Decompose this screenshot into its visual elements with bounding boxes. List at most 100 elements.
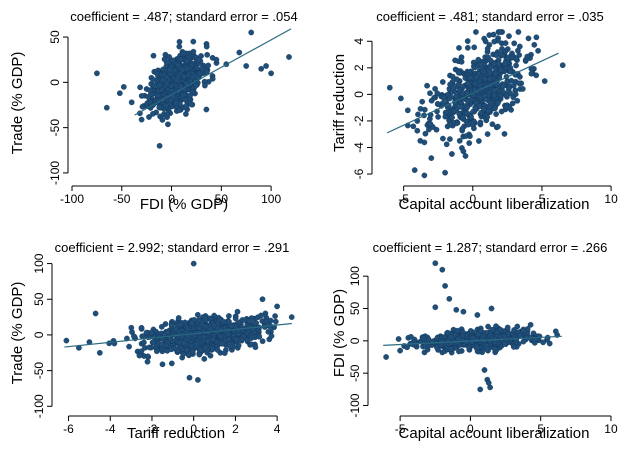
scatter-point: [404, 107, 411, 114]
scatter-point: [202, 82, 208, 89]
scatter-point: [176, 38, 183, 45]
scatter-point: [457, 87, 463, 94]
scatter-point: [258, 65, 265, 72]
scatter-point: [226, 313, 232, 319]
scatter-point: [464, 110, 471, 117]
scatter-point: [465, 80, 471, 87]
scatter-point: [193, 341, 200, 348]
y-tick-label: 100: [348, 266, 362, 286]
scatter-point: [476, 103, 483, 109]
scatter-point: [194, 311, 201, 318]
scatter-point: [408, 333, 414, 340]
scatter-point: [487, 338, 493, 344]
scatter-point: [485, 54, 492, 61]
scatter-point: [428, 97, 435, 104]
scatter-point: [463, 133, 469, 139]
x-tick-label: -6: [63, 422, 74, 436]
scatter-point: [138, 324, 145, 331]
y-tick-label: -100: [48, 161, 62, 185]
scatter-point: [227, 343, 233, 350]
x-tick-label: 5: [537, 422, 544, 436]
marks: [386, 29, 566, 179]
scatter-point: [433, 126, 440, 133]
scatter-point: [424, 82, 430, 89]
scatter-point: [455, 81, 462, 88]
scatter-point: [442, 169, 448, 176]
panel-tariff-vs-capital: coefficient = .481; standard error = .03…: [331, 9, 618, 213]
scatter-point: [106, 340, 113, 347]
scatter-point: [272, 313, 278, 319]
scatter-point: [502, 60, 508, 67]
scatter-point: [519, 86, 526, 92]
panel-trade-vs-fdi: coefficient = .487; standard error = .05…: [9, 9, 298, 213]
x-tick-label: 0: [467, 422, 474, 436]
y-axis-label: Trade (% GDP): [9, 282, 26, 385]
y-tick-label: 0: [352, 91, 366, 98]
y-tick-label: 0: [48, 79, 62, 86]
scatter-point: [448, 340, 455, 346]
scatter-point: [173, 100, 179, 106]
scatter-point: [256, 333, 263, 340]
scatter-point: [501, 131, 508, 137]
scatter-point: [189, 348, 196, 355]
scatter-point: [477, 119, 484, 126]
y-tick-label: 50: [48, 30, 62, 44]
scatter-point: [498, 108, 505, 115]
scatter-point: [513, 55, 519, 62]
y-tick-label: 0: [348, 337, 362, 344]
scatter-point: [481, 367, 488, 373]
scatter-point: [143, 329, 150, 336]
scatter-point: [453, 93, 459, 100]
scatter-point: [163, 80, 170, 87]
scatter-point: [491, 92, 498, 99]
panel-title: coefficient = 2.992; standard error = .2…: [55, 240, 290, 255]
scatter-point: [435, 114, 441, 120]
scatter-point: [434, 101, 441, 107]
scatter-point: [454, 327, 461, 334]
scatter-point: [513, 336, 520, 343]
scatter-point: [177, 321, 184, 328]
scatter-point: [144, 353, 151, 360]
scatter-point: [421, 172, 428, 179]
scatter-point: [126, 343, 132, 350]
scatter-point: [467, 74, 473, 81]
scatter-point: [190, 38, 197, 45]
scatter-point: [492, 70, 499, 77]
scatter-point: [410, 123, 417, 130]
fit-line: [64, 322, 292, 348]
scatter-point: [147, 98, 153, 105]
scatter-point: [494, 100, 501, 106]
scatter-point: [188, 319, 195, 326]
x-tick-label: -100: [60, 192, 84, 206]
scatter-point: [221, 350, 228, 356]
scatter-point: [489, 121, 496, 128]
scatter-point: [252, 344, 259, 351]
scatter-point: [442, 113, 449, 120]
scatter-point: [203, 43, 210, 50]
scatter-point: [447, 334, 454, 340]
y-tick-label: -50: [48, 119, 62, 137]
scatter-point: [465, 121, 472, 128]
scatter-point: [193, 82, 199, 89]
scatter-point: [475, 56, 482, 63]
scatter-point: [449, 151, 455, 157]
x-tick-label: -5: [398, 192, 409, 206]
scatter-point: [459, 126, 466, 132]
scatter-point: [404, 344, 410, 351]
scatter-point: [180, 50, 187, 57]
scatter-point: [417, 105, 424, 112]
scatter-point: [495, 123, 501, 130]
scatter-point: [286, 54, 292, 60]
scatter-point: [199, 65, 206, 72]
scatter-point: [482, 76, 488, 82]
scatter-point: [514, 97, 521, 104]
scatter-point: [158, 341, 165, 348]
scatter-point: [419, 98, 426, 105]
scatter-point: [525, 35, 532, 42]
scatter-point: [481, 106, 487, 112]
scatter-point: [415, 111, 421, 118]
scatter-point: [164, 111, 171, 118]
x-tick-label: 0: [469, 192, 476, 206]
scatter-point: [187, 92, 193, 99]
